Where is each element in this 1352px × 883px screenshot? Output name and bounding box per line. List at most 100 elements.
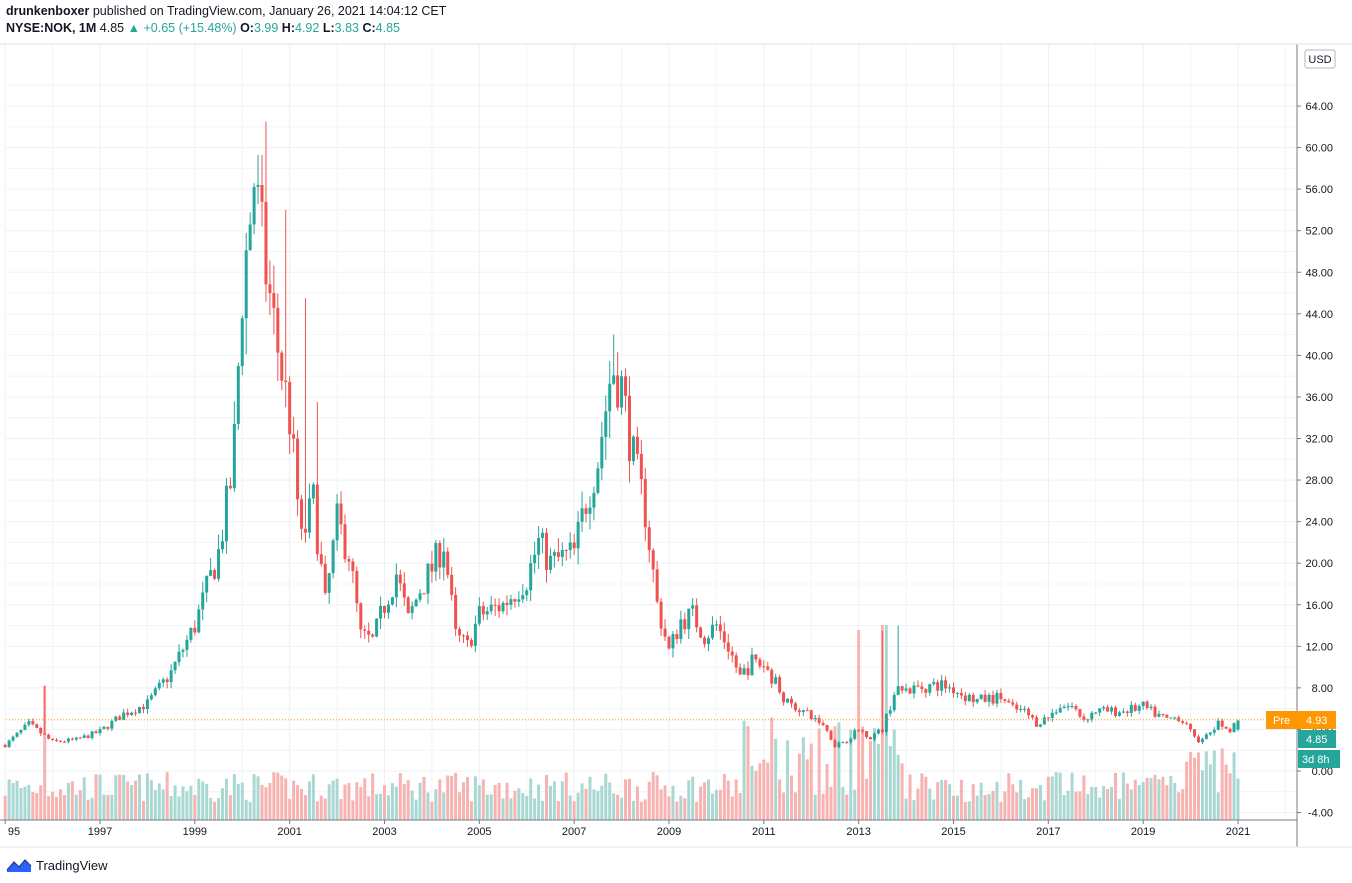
volume-bar bbox=[126, 781, 130, 820]
volume-bar bbox=[600, 785, 604, 820]
price-axis[interactable]: 64.00 60.00 56.00 52.00 48.00 44.00 40.00 36.00… bbox=[1297, 101, 1333, 820]
volume-bar bbox=[916, 788, 920, 820]
tradingview-logo-icon[interactable] bbox=[6, 857, 32, 873]
volume-bar bbox=[1145, 777, 1149, 820]
volume-bar bbox=[944, 780, 948, 820]
volume-bar bbox=[1125, 783, 1129, 820]
candle-body bbox=[1117, 712, 1121, 716]
volume-bar bbox=[904, 798, 908, 820]
candle-body bbox=[936, 682, 940, 691]
candle-body bbox=[1212, 729, 1216, 733]
candle-body bbox=[430, 563, 434, 572]
volume-bar bbox=[679, 795, 683, 820]
candle-body bbox=[497, 605, 501, 612]
candle-body bbox=[450, 574, 454, 595]
volume-bar bbox=[604, 773, 608, 820]
candle-body bbox=[525, 590, 529, 596]
candle-body bbox=[23, 724, 27, 730]
volume-bar bbox=[639, 801, 643, 820]
candle-body bbox=[1137, 705, 1141, 711]
last-price: 4.85 bbox=[99, 21, 125, 35]
candle-body bbox=[1082, 716, 1086, 721]
candle-body bbox=[940, 680, 944, 691]
volume-bar bbox=[1200, 770, 1204, 820]
candle-body bbox=[296, 438, 300, 500]
volume-bar bbox=[371, 773, 375, 820]
volume-bar bbox=[1062, 795, 1066, 820]
candle-body bbox=[268, 284, 272, 294]
candle-body bbox=[1169, 717, 1173, 719]
volume-bar bbox=[620, 797, 624, 820]
volume-bar bbox=[876, 743, 880, 820]
volume-bar bbox=[596, 790, 600, 820]
volume-bar bbox=[173, 785, 177, 820]
volume-bar bbox=[359, 786, 363, 820]
volume-bar bbox=[872, 728, 876, 820]
candle-body bbox=[35, 724, 39, 728]
volume-bar bbox=[292, 780, 296, 820]
candle-body bbox=[47, 734, 51, 739]
volume-bar bbox=[347, 783, 351, 820]
candle-body bbox=[841, 742, 845, 744]
volume-bar bbox=[513, 790, 517, 820]
volume-bar bbox=[718, 789, 722, 820]
volume-bar bbox=[624, 779, 628, 820]
currency-button[interactable]: USD bbox=[1304, 49, 1336, 69]
candle-body bbox=[750, 654, 754, 676]
volume-bar bbox=[145, 773, 149, 820]
volume-bar bbox=[462, 782, 466, 820]
candle-body bbox=[193, 627, 197, 633]
candle-body bbox=[1133, 704, 1137, 711]
volume-bar bbox=[572, 801, 576, 820]
volume-bar bbox=[786, 740, 790, 820]
volume-bar bbox=[284, 778, 288, 820]
volume-bar bbox=[1003, 791, 1007, 820]
candle-body bbox=[797, 710, 801, 713]
currency-button-box[interactable] bbox=[1304, 49, 1336, 69]
volume-bar bbox=[213, 801, 217, 820]
currency-button-label[interactable]: USD bbox=[1308, 54, 1331, 66]
volume-bar bbox=[861, 726, 865, 820]
y-tick-label: 24.00 bbox=[1305, 517, 1333, 529]
volume-bar bbox=[659, 789, 663, 820]
candle-body bbox=[1236, 720, 1240, 730]
x-tick-label: 2021 bbox=[1226, 826, 1250, 838]
candle-body bbox=[1208, 732, 1212, 735]
volume-bar bbox=[853, 789, 857, 820]
author-name[interactable]: drunkenboxer bbox=[6, 4, 90, 18]
candle-body bbox=[7, 740, 11, 748]
volume-bar bbox=[51, 791, 55, 820]
candle-body bbox=[730, 651, 734, 656]
published-text: published on TradingView.com, January 26… bbox=[92, 4, 447, 18]
candle-body bbox=[517, 599, 521, 602]
volume-bar bbox=[260, 784, 264, 820]
candle-body bbox=[932, 682, 936, 685]
candle-body bbox=[343, 524, 347, 560]
candle-body bbox=[1200, 738, 1204, 743]
volume-bar bbox=[612, 793, 616, 820]
volume-bar bbox=[15, 780, 19, 820]
symbol-label[interactable]: NYSE:NOK, 1M bbox=[6, 21, 97, 35]
volume-bar bbox=[1212, 750, 1216, 820]
candle-body bbox=[904, 688, 908, 691]
candle-body bbox=[825, 724, 829, 731]
volume-bar bbox=[252, 774, 256, 820]
volume-bar bbox=[62, 795, 66, 820]
candle-body bbox=[987, 694, 991, 702]
volume-bar bbox=[406, 780, 410, 820]
footer-brand[interactable]: TradingView bbox=[36, 857, 108, 873]
volume-bar bbox=[248, 801, 252, 820]
volume-bar bbox=[683, 798, 687, 820]
change-arrow-icon: ▲ bbox=[127, 21, 140, 35]
volume-bar bbox=[383, 785, 386, 820]
volume-bar bbox=[410, 790, 414, 820]
volume-bar bbox=[82, 777, 86, 820]
candle-body bbox=[1031, 715, 1035, 718]
candle-body bbox=[687, 608, 691, 630]
time-axis[interactable]: 95 1997 1999 2001 2003 2005 2007 2009 2011 2013 20… bbox=[4, 820, 1250, 838]
volume-bar bbox=[845, 794, 849, 820]
candle-body bbox=[548, 555, 552, 570]
candle-body bbox=[612, 375, 616, 384]
candle-body bbox=[1149, 706, 1153, 708]
